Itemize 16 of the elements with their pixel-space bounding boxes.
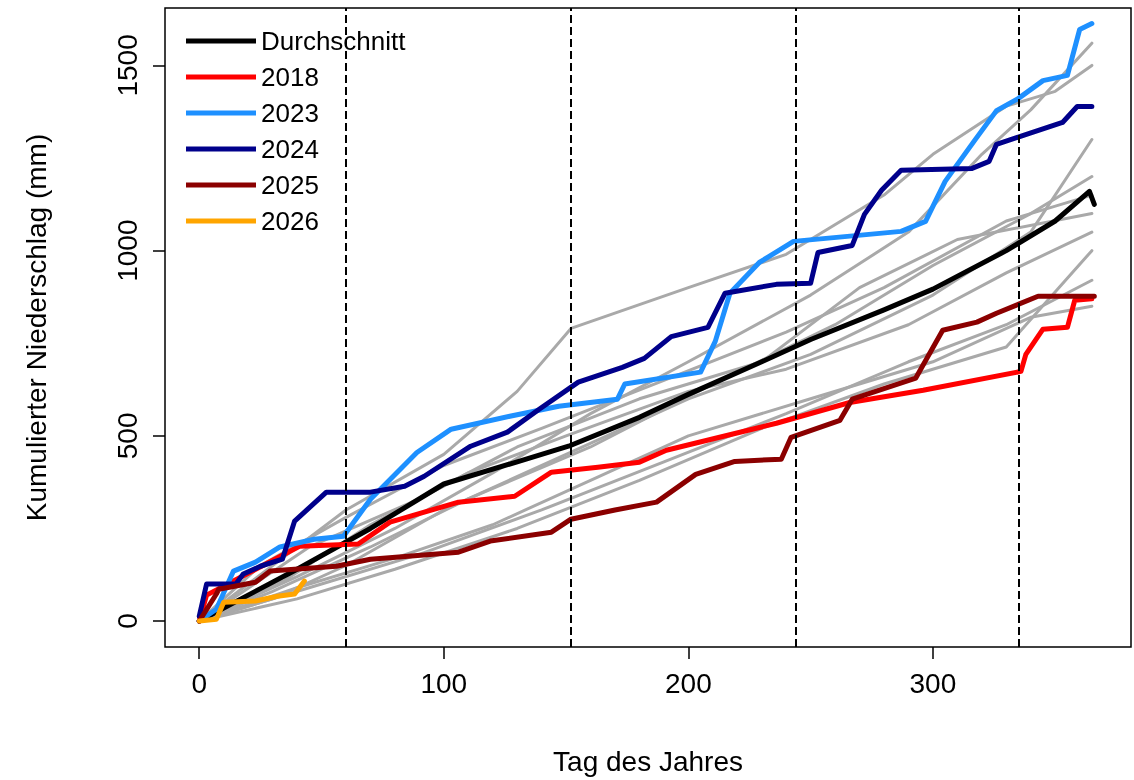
legend-label: 2025 <box>261 170 319 200</box>
legend-label: Durchschnitt <box>261 26 407 56</box>
legend-label: 2026 <box>261 206 319 236</box>
legend-label: 2023 <box>261 98 319 128</box>
y-tick-label: 1000 <box>111 219 143 282</box>
legend-label: 2024 <box>261 134 319 164</box>
x-axis-title: Tag des Jahres <box>553 745 743 777</box>
legend-label: 2018 <box>261 62 319 92</box>
y-tick-label: 1500 <box>111 34 143 97</box>
y-axis-title: Kumulierter Niederschlag (mm) <box>20 133 52 522</box>
x-tick-label: 300 <box>909 667 957 699</box>
y-tick-label: 0 <box>111 613 143 629</box>
x-tick-label: 200 <box>664 667 712 699</box>
y-tick-label: 500 <box>111 412 143 460</box>
x-tick-label: 0 <box>191 667 208 699</box>
x-tick-label: 100 <box>420 667 468 699</box>
